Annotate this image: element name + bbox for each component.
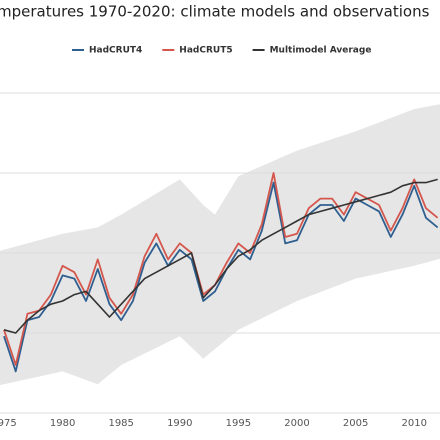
series-line <box>3 181 439 373</box>
x-tick-label: 1995 <box>226 418 251 429</box>
legend: HadCRUT4 HadCRUT5 Multimodel Average <box>72 46 371 56</box>
chart-title: mperatures 1970-2020: climate models and… <box>0 3 430 21</box>
legend-label: HadCRUT4 <box>89 46 142 56</box>
x-tick-label: 2010 <box>401 418 426 429</box>
x-tick-label: 2000 <box>284 418 309 429</box>
x-tick-label: 1985 <box>108 418 133 429</box>
legend-label: HadCRUT5 <box>179 46 232 56</box>
model-range <box>0 104 440 386</box>
x-tick-label: 1975 <box>0 418 17 429</box>
plot-area <box>0 92 440 414</box>
series-line <box>3 178 438 334</box>
x-tick-label: 1990 <box>167 418 192 429</box>
x-tick-label: 2005 <box>343 418 368 429</box>
x-tick-label: 1980 <box>50 418 75 429</box>
legend-label: Multimodel Average <box>270 46 372 56</box>
series-line <box>3 172 439 366</box>
